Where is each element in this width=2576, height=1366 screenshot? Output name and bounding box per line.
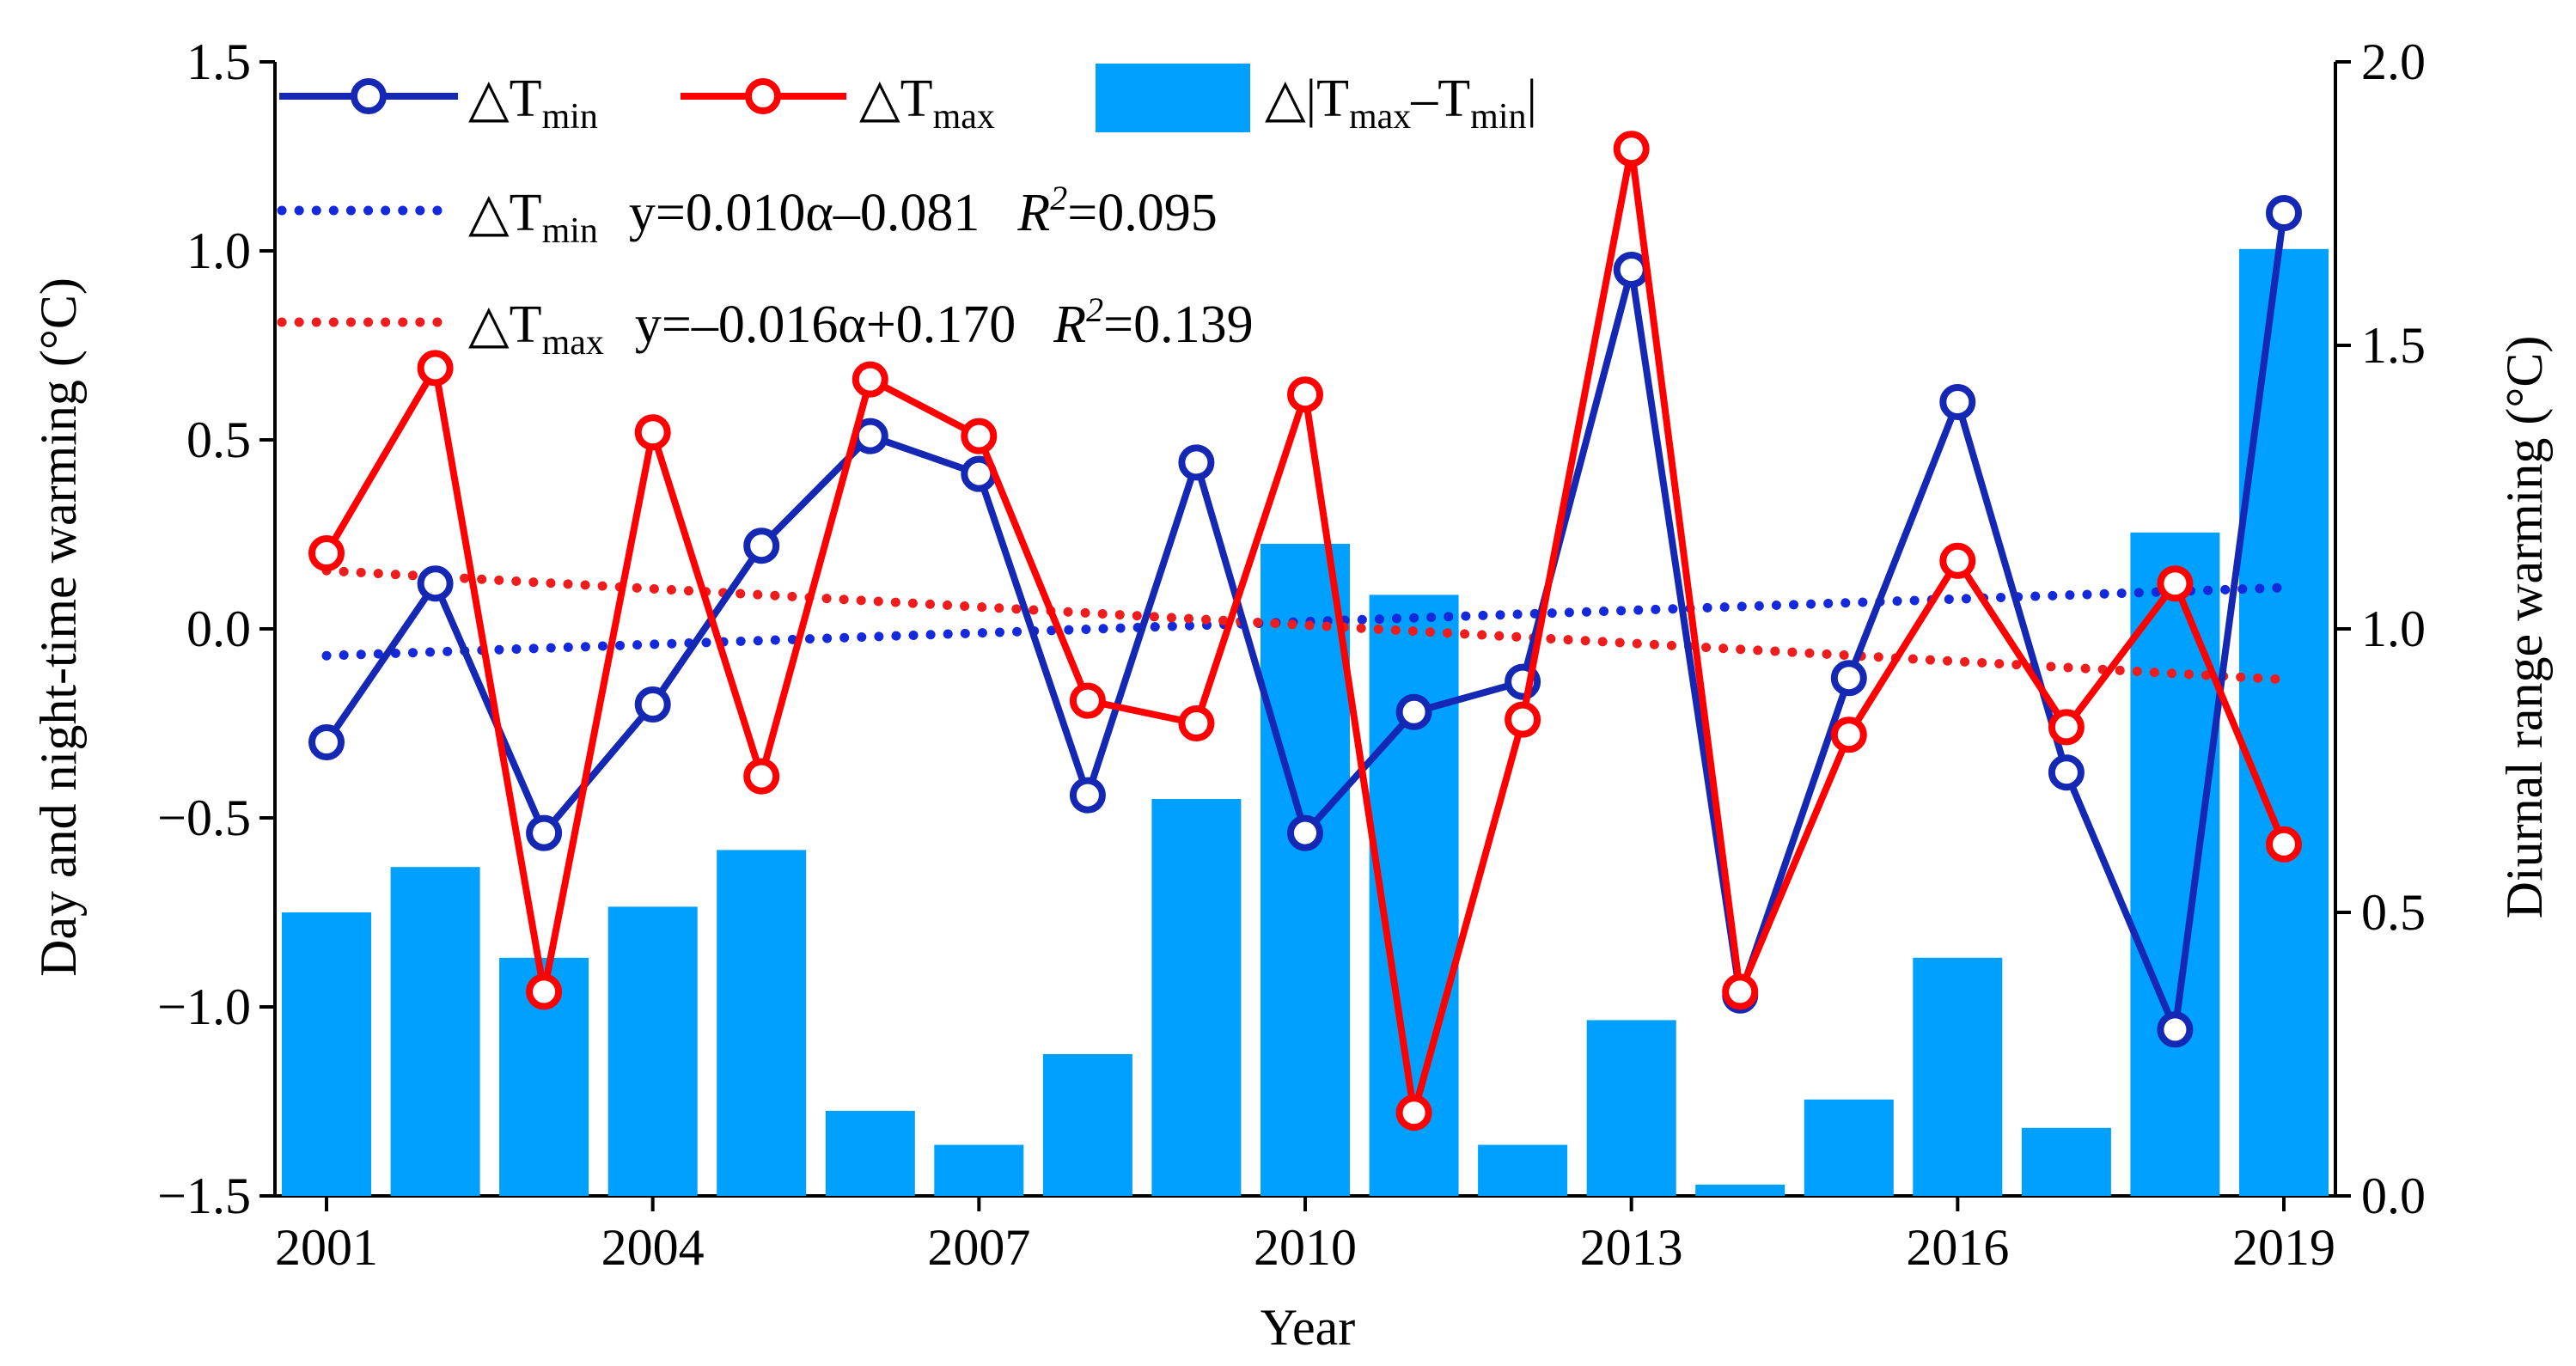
bar-2007	[934, 1144, 1024, 1196]
bar-2002	[390, 867, 480, 1196]
left-tick-label: 0.0	[186, 601, 251, 657]
point-max-2003	[526, 973, 563, 1010]
point-min-2004	[634, 686, 671, 723]
bar-2001	[282, 912, 371, 1196]
point-min-2001	[308, 724, 345, 760]
legend-entry-tmin: △Tmin	[279, 70, 598, 137]
bar-2016	[1913, 957, 2003, 1196]
point-max-2015	[1830, 717, 1867, 753]
bar-2014	[1695, 1184, 1785, 1196]
legend-swatch-tmax-marker	[745, 78, 781, 114]
left-tick-label: −1.0	[157, 979, 251, 1035]
point-max-2018	[2157, 565, 2194, 602]
left-axis-ticks: 1.5 1.0 0.5 0.0 −0.5 −1.0 −1.5	[157, 34, 275, 1224]
legend-label-range: △|Tmax–Tmin|	[1265, 70, 1537, 137]
right-tick-label: 0.5	[2361, 884, 2426, 941]
bar-2004	[607, 906, 698, 1196]
legend-swatch-range-bar	[1096, 64, 1250, 132]
point-min-2015	[1830, 660, 1867, 697]
bar-2009	[1151, 799, 1242, 1196]
left-tick-label: −0.5	[157, 790, 251, 846]
point-max-2016	[1939, 542, 1976, 579]
legend-entry-range: △|Tmax–Tmin|	[1096, 64, 1537, 137]
left-axis-label: Day and night-time warming (°C)	[30, 277, 87, 977]
point-max-2010	[1287, 376, 1323, 413]
point-min-2017	[2048, 754, 2085, 791]
point-min-2013	[1613, 252, 1650, 288]
trendline-tmin	[321, 582, 2289, 661]
legend: △Tmin △Tmax △|Tmax–Tmin| △Tmin y=0.010α–0…	[277, 64, 1537, 363]
x-tick-label: 2004	[601, 1219, 705, 1276]
bar-2006	[825, 1111, 915, 1196]
point-min-2019	[2266, 195, 2302, 231]
point-min-2018	[2157, 1011, 2194, 1048]
right-tick-label: 0.0	[2361, 1168, 2426, 1224]
bar-2008	[1042, 1054, 1132, 1196]
point-max-2017	[2048, 709, 2085, 746]
point-max-2014	[1722, 973, 1759, 1010]
point-max-2002	[417, 350, 454, 387]
point-min-2009	[1178, 444, 1215, 481]
legend-entry-tmin-trend: △Tmin y=0.010α–0.081 R2=0.095	[277, 179, 1218, 251]
left-tick-label: −1.5	[157, 1168, 251, 1224]
right-axis-label: Diurnal range warming (°C)	[2496, 336, 2553, 919]
left-tick-label: 1.0	[186, 223, 251, 279]
legend-label-tmax-trend: △Tmax y=–0.016α+0.170 R2=0.139	[468, 290, 1254, 363]
point-max-2005	[743, 758, 780, 795]
bar-2010	[1261, 544, 1350, 1196]
point-min-2002	[417, 565, 454, 602]
x-tick-label: 2010	[1254, 1219, 1357, 1276]
legend-label-tmin: △Tmin	[468, 70, 598, 137]
point-min-2011	[1395, 693, 1432, 730]
bar-2019	[2239, 248, 2329, 1196]
trendline-layer	[321, 565, 2289, 685]
point-max-2009	[1178, 705, 1215, 741]
x-tick-label: 2001	[275, 1219, 378, 1276]
point-min-2010	[1287, 814, 1323, 851]
left-tick-label: 1.5	[186, 34, 251, 90]
x-axis-label: Year	[1261, 1299, 1356, 1356]
legend-entry-tmax: △Tmax	[681, 70, 995, 137]
bar-series	[282, 248, 2329, 1196]
point-max-2012	[1505, 701, 1541, 738]
point-min-2016	[1939, 384, 1976, 420]
point-min-2003	[526, 814, 563, 851]
line-series-layer	[308, 131, 2302, 1131]
bar-2017	[2021, 1127, 2111, 1196]
legend-label-tmax: △Tmax	[859, 70, 995, 137]
x-axis-ticks: 2001 2004 2007 2010 2013 2016 2019	[275, 1196, 2335, 1276]
point-max-2001	[308, 535, 345, 571]
point-max-2013	[1613, 131, 1650, 168]
point-max-2004	[634, 414, 671, 451]
bar-2015	[1804, 1099, 1894, 1196]
bar-2018	[2130, 532, 2220, 1196]
legend-entry-tmax-trend: △Tmax y=–0.016α+0.170 R2=0.139	[277, 290, 1254, 363]
x-tick-label: 2013	[1580, 1219, 1683, 1276]
point-min-2008	[1069, 777, 1106, 814]
x-tick-label: 2016	[1906, 1219, 2009, 1276]
point-max-2006	[852, 361, 888, 398]
x-tick-label: 2019	[2232, 1219, 2335, 1276]
left-tick-label: 0.5	[186, 412, 251, 468]
legend-swatch-tmin-marker	[351, 78, 387, 114]
right-tick-label: 2.0	[2361, 34, 2426, 90]
point-min-2005	[743, 527, 780, 564]
point-max-2011	[1395, 1095, 1432, 1131]
bar-2005	[717, 850, 807, 1196]
legend-label-tmin-trend: △Tmin y=0.010α–0.081 R2=0.095	[468, 179, 1218, 251]
right-tick-label: 1.0	[2361, 601, 2426, 657]
bar-2012	[1478, 1144, 1568, 1196]
trendline-tmax	[321, 565, 2289, 685]
right-axis-ticks: 2.0 1.5 1.0 0.5 0.0	[2335, 34, 2426, 1224]
point-max-2008	[1069, 682, 1106, 719]
bar-2013	[1586, 1020, 1676, 1196]
x-tick-label: 2007	[927, 1219, 1030, 1276]
point-max-2007	[961, 418, 998, 454]
point-max-2019	[2266, 826, 2302, 863]
right-tick-label: 1.5	[2361, 317, 2426, 374]
